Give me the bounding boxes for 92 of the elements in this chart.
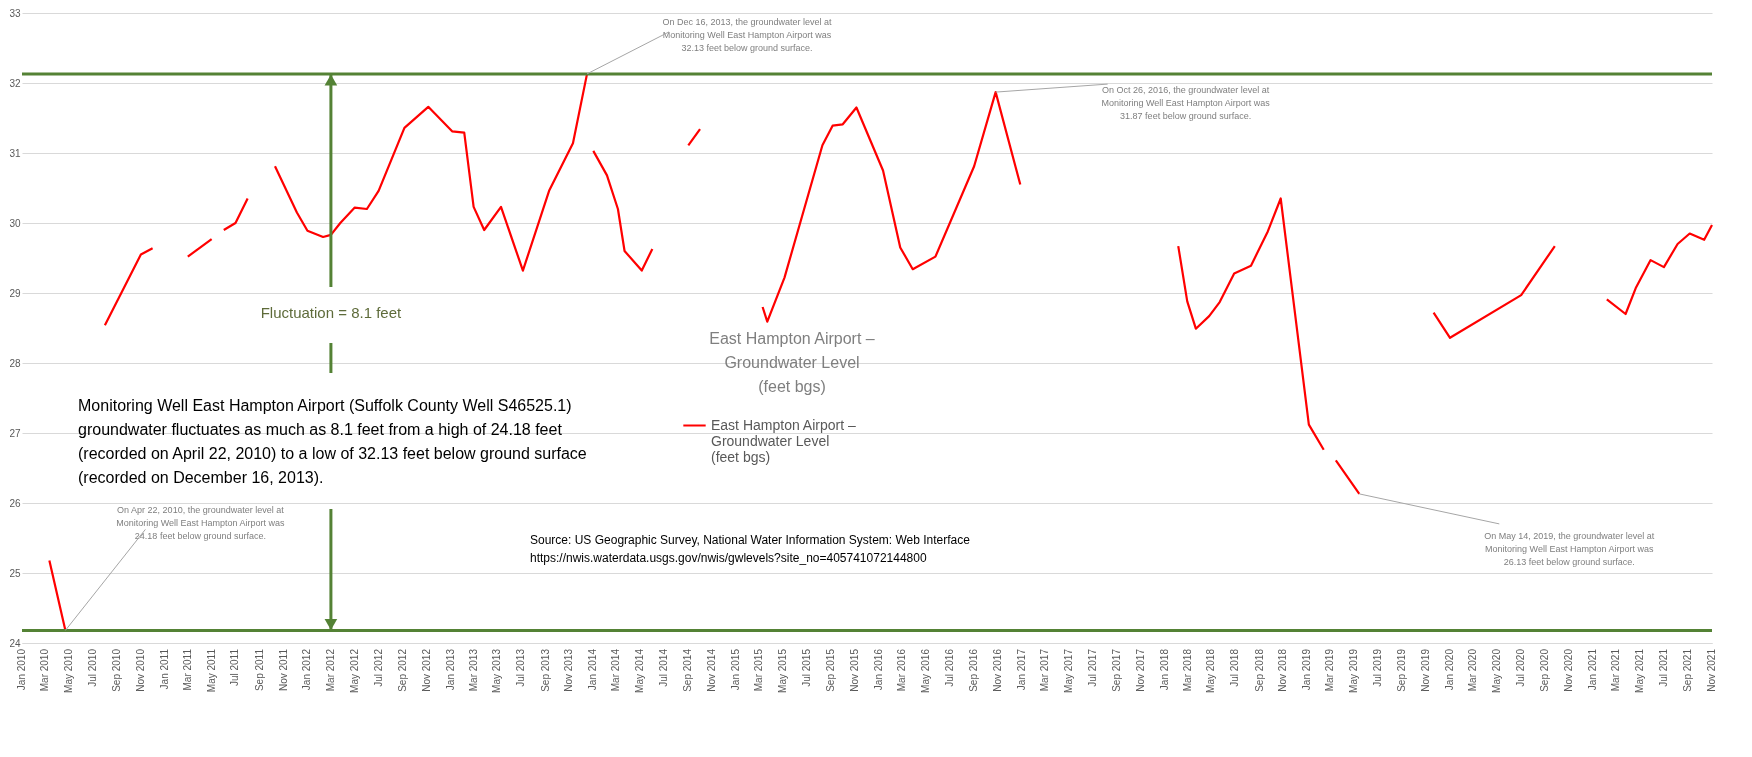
- y-tick-label: 26: [9, 497, 21, 509]
- x-tick-label: Jan 2017: [1015, 648, 1027, 691]
- x-tick-label: Sep 2021: [1682, 648, 1694, 692]
- x-tick-label: Jan 2015: [730, 648, 742, 691]
- annotation: Fluctuation = 8.1 feet: [260, 303, 402, 321]
- x-tick-label: Sep 2013: [539, 648, 551, 692]
- x-tick-label: Jul 2014: [658, 648, 670, 687]
- x-tick-label: Mar 2017: [1038, 648, 1050, 692]
- x-tick-label: Sep 2014: [682, 648, 694, 692]
- annotation: On May 14, 2019, the groundwater level at Monitoring Well East Hampton Airport was 26.13 feet below ground surface.: [1484, 530, 1655, 567]
- x-tick-label: Mar 2010: [39, 648, 51, 692]
- y-tick-label: 28: [9, 357, 21, 369]
- x-tick-label: Nov 2015: [848, 648, 860, 692]
- x-tick-label: Sep 2020: [1539, 648, 1551, 692]
- x-tick-label: Nov 2021: [1706, 648, 1717, 692]
- x-tick-label: Mar 2016: [896, 648, 908, 692]
- annotation: On Dec 16, 2013, the groundwater level at Monitoring Well East Hampton Airport was 32.13 feet below ground surface.: [662, 16, 833, 53]
- x-tick-label: Mar 2013: [467, 648, 479, 692]
- x-tick-label: Jan 2012: [301, 648, 313, 691]
- annotation: Monitoring Well East Hampton Airport (Suffolk County Well S46525.1) groundwater fluctuates as much as 8.1 feet from a high of 24.18 feet (recorded on April 22, 2010) to a low of 32.13 feet below ground surface (recorded on December 16, 2013).: [78, 397, 587, 486]
- x-tick-label: Jul 2013: [515, 648, 527, 687]
- x-tick-label: May 2014: [634, 648, 646, 693]
- x-tick-label: Jul 2020: [1515, 648, 1527, 687]
- legend-label: East Hampton Airport – Groundwater Level (feet bgs): [711, 416, 856, 465]
- x-tick-label: Nov 2012: [420, 648, 432, 692]
- x-tick-label: Nov 2019: [1420, 648, 1432, 692]
- x-tick-label: Sep 2012: [396, 648, 408, 692]
- x-tick-label: Mar 2021: [1610, 648, 1622, 692]
- x-tick-label: Mar 2019: [1324, 648, 1336, 692]
- x-tick-label: Jan 2018: [1158, 648, 1170, 691]
- x-tick-label: Jan 2021: [1587, 648, 1599, 691]
- y-tick-label: 32: [9, 77, 21, 89]
- x-tick-label: Sep 2019: [1396, 648, 1408, 692]
- x-tick-label: Nov 2011: [277, 648, 289, 692]
- x-tick-label: Jul 2015: [800, 648, 812, 687]
- x-tick-label: May 2020: [1491, 648, 1503, 693]
- annotation: https://nwis.waterdata.usgs.gov/nwis/gwlevels?site_no=405741072144800: [530, 551, 927, 565]
- x-tick-label: Mar 2015: [753, 648, 765, 692]
- x-tick-label: Jul 2017: [1086, 648, 1098, 687]
- x-tick-label: Jan 2014: [587, 648, 599, 691]
- x-tick-label: Sep 2016: [968, 648, 980, 692]
- x-tick-label: Sep 2018: [1253, 648, 1265, 692]
- x-tick-label: Mar 2014: [610, 648, 622, 692]
- x-tick-label: Jul 2018: [1229, 648, 1241, 687]
- x-tick-label: Nov 2017: [1134, 648, 1146, 692]
- x-tick-label: Nov 2013: [563, 648, 575, 692]
- x-tick-label: Jan 2016: [872, 648, 884, 691]
- x-tick-label: Mar 2020: [1467, 648, 1479, 692]
- x-tick-label: Jul 2011: [229, 648, 241, 687]
- x-tick-label: May 2015: [776, 648, 788, 693]
- y-tick-label: 31: [9, 147, 21, 159]
- x-tick-label: Mar 2012: [324, 648, 336, 692]
- x-tick-label: Sep 2015: [825, 648, 837, 692]
- x-tick-label: Jan 2011: [158, 648, 170, 690]
- x-tick-label: Nov 2018: [1277, 648, 1289, 692]
- x-tick-label: Jan 2010: [16, 648, 27, 691]
- y-tick-label: 25: [9, 567, 21, 579]
- x-tick-label: Nov 2020: [1563, 648, 1575, 692]
- x-tick-label: May 2013: [491, 648, 503, 693]
- x-tick-label: Jul 2012: [372, 648, 384, 687]
- y-tick-label: 27: [9, 427, 21, 439]
- x-tick-label: Nov 2010: [134, 648, 146, 692]
- x-tick-label: Jan 2020: [1444, 648, 1456, 691]
- x-tick-label: Mar 2018: [1181, 648, 1193, 692]
- x-tick-label: Jul 2021: [1657, 648, 1669, 687]
- x-tick-label: May 2016: [920, 648, 932, 693]
- x-tick-label: May 2018: [1205, 648, 1217, 693]
- x-tick-label: Jul 2016: [943, 648, 955, 687]
- x-tick-label: May 2012: [348, 648, 360, 693]
- x-tick-label: May 2021: [1634, 648, 1646, 693]
- x-tick-label: May 2017: [1062, 648, 1074, 693]
- annotation: Source: US Geographic Survey, National Water Information System: Web Interface: [530, 533, 971, 547]
- y-tick-label: 24: [9, 637, 21, 649]
- x-tick-label: Jul 2010: [86, 648, 98, 687]
- x-tick-label: May 2011: [205, 648, 217, 693]
- y-tick-label: 29: [9, 287, 21, 299]
- annotation: On Apr 22, 2010, the groundwater level at Monitoring Well East Hampton Airport was 24.18 feet below ground surface.: [116, 505, 286, 542]
- x-tick-label: Sep 2017: [1110, 648, 1122, 692]
- x-tick-label: May 2010: [62, 648, 74, 693]
- text: East Hampton Airport – Groundwater Level (feet bgs): [709, 330, 875, 395]
- x-tick-label: Jul 2019: [1372, 648, 1384, 687]
- y-tick-label: 33: [9, 7, 21, 19]
- annotation: On Oct 26, 2016, the groundwater level at Monitoring Well East Hampton Airport was 31.87 feet below ground surface.: [1101, 85, 1271, 122]
- x-tick-label: Mar 2011: [181, 648, 193, 691]
- x-tick-label: Jan 2019: [1301, 648, 1313, 691]
- x-tick-label: Sep 2011: [253, 648, 265, 692]
- x-tick-label: Nov 2016: [991, 648, 1003, 692]
- x-tick-label: Sep 2010: [111, 648, 123, 692]
- x-tick-label: Nov 2014: [706, 648, 718, 692]
- x-tick-label: Jan 2013: [444, 648, 456, 691]
- y-tick-label: 30: [9, 217, 21, 229]
- x-tick-label: May 2019: [1348, 648, 1360, 693]
